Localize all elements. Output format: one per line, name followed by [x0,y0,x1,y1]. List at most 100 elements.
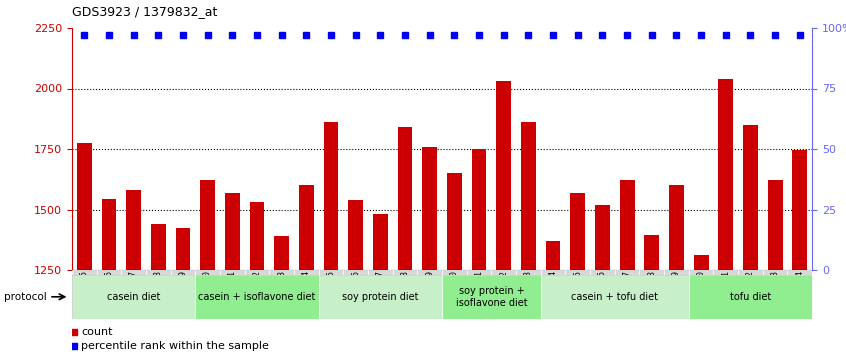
Bar [541,270,565,275]
Bar [768,181,783,270]
Text: GSM586055: GSM586055 [327,270,336,315]
Text: count: count [81,327,113,337]
Bar [619,181,634,270]
Text: GSM586073: GSM586073 [771,270,780,315]
Text: percentile rank within the sample: percentile rank within the sample [81,341,269,350]
Bar [201,181,215,270]
Text: GSM586067: GSM586067 [623,270,632,315]
Text: GSM586050: GSM586050 [203,270,212,315]
Bar [541,275,689,319]
Bar [299,185,314,270]
Bar [175,228,190,270]
Text: GSM586062: GSM586062 [499,270,508,315]
Text: GSM586049: GSM586049 [179,270,188,315]
Text: GSM586066: GSM586066 [598,270,607,315]
Bar [294,270,319,275]
Bar [349,200,363,270]
Text: tofu diet: tofu diet [730,292,771,302]
Bar [664,270,689,275]
Text: GSM586048: GSM586048 [154,270,162,315]
Bar [417,270,442,275]
Bar [323,122,338,270]
Bar [171,270,195,275]
Bar [763,270,788,275]
Bar [689,270,713,275]
Bar [274,236,289,270]
Text: GSM586054: GSM586054 [302,270,310,315]
Bar [694,256,708,270]
Text: GSM586053: GSM586053 [277,270,286,315]
Bar [442,270,467,275]
Bar [77,143,91,270]
Bar [244,270,269,275]
Bar [72,275,195,319]
Bar [645,235,659,270]
Text: GSM586045: GSM586045 [80,270,89,315]
Bar [373,214,387,270]
Bar [250,202,264,270]
Bar [102,199,116,270]
Bar [669,185,684,270]
Bar [689,275,812,319]
Text: soy protein diet: soy protein diet [342,292,419,302]
Bar [195,270,220,275]
Bar [788,270,812,275]
Text: GSM586065: GSM586065 [574,270,582,315]
Text: GSM586051: GSM586051 [228,270,237,315]
Bar [467,270,492,275]
Bar [195,275,319,319]
Text: protocol: protocol [4,292,47,302]
Text: GSM586058: GSM586058 [400,270,409,315]
Bar [393,270,417,275]
Bar [447,173,462,270]
Bar [743,125,758,270]
Bar [121,270,146,275]
Text: GSM586069: GSM586069 [672,270,681,315]
Bar [595,205,610,270]
Bar [72,270,96,275]
Bar [146,270,171,275]
Bar [96,270,121,275]
Bar [718,79,733,270]
Text: GSM586063: GSM586063 [524,270,533,315]
Text: GSM586061: GSM586061 [475,270,484,315]
Bar [319,270,343,275]
Text: soy protein +
isoflavone diet: soy protein + isoflavone diet [456,286,527,308]
Bar [269,270,294,275]
Bar [615,270,640,275]
Bar [471,149,486,270]
Text: GSM586047: GSM586047 [129,270,138,315]
Bar [220,270,244,275]
Text: GSM586057: GSM586057 [376,270,385,315]
Bar [398,127,413,270]
Bar [151,224,166,270]
Text: GSM586074: GSM586074 [795,270,805,315]
Bar [713,270,738,275]
Bar [570,193,585,270]
Bar [640,270,664,275]
Text: GSM586071: GSM586071 [722,270,730,315]
Text: GSM586059: GSM586059 [426,270,434,315]
Bar [516,270,541,275]
Text: casein + isoflavone diet: casein + isoflavone diet [198,292,316,302]
Text: casein + tofu diet: casein + tofu diet [571,292,658,302]
Bar [225,193,239,270]
Bar [546,241,560,270]
Bar [442,275,541,319]
Bar [319,275,442,319]
Text: GSM586060: GSM586060 [450,270,459,315]
Text: casein diet: casein diet [107,292,160,302]
Bar [565,270,590,275]
Bar [793,150,807,270]
Bar [368,270,393,275]
Bar [521,122,536,270]
Bar [497,81,511,270]
Text: GSM586046: GSM586046 [104,270,113,315]
Bar [492,270,516,275]
Text: GDS3923 / 1379832_at: GDS3923 / 1379832_at [72,5,217,18]
Bar [126,190,141,270]
Bar [738,270,763,275]
Text: GSM586064: GSM586064 [548,270,558,315]
Text: GSM586070: GSM586070 [696,270,706,315]
Text: GSM586056: GSM586056 [351,270,360,315]
